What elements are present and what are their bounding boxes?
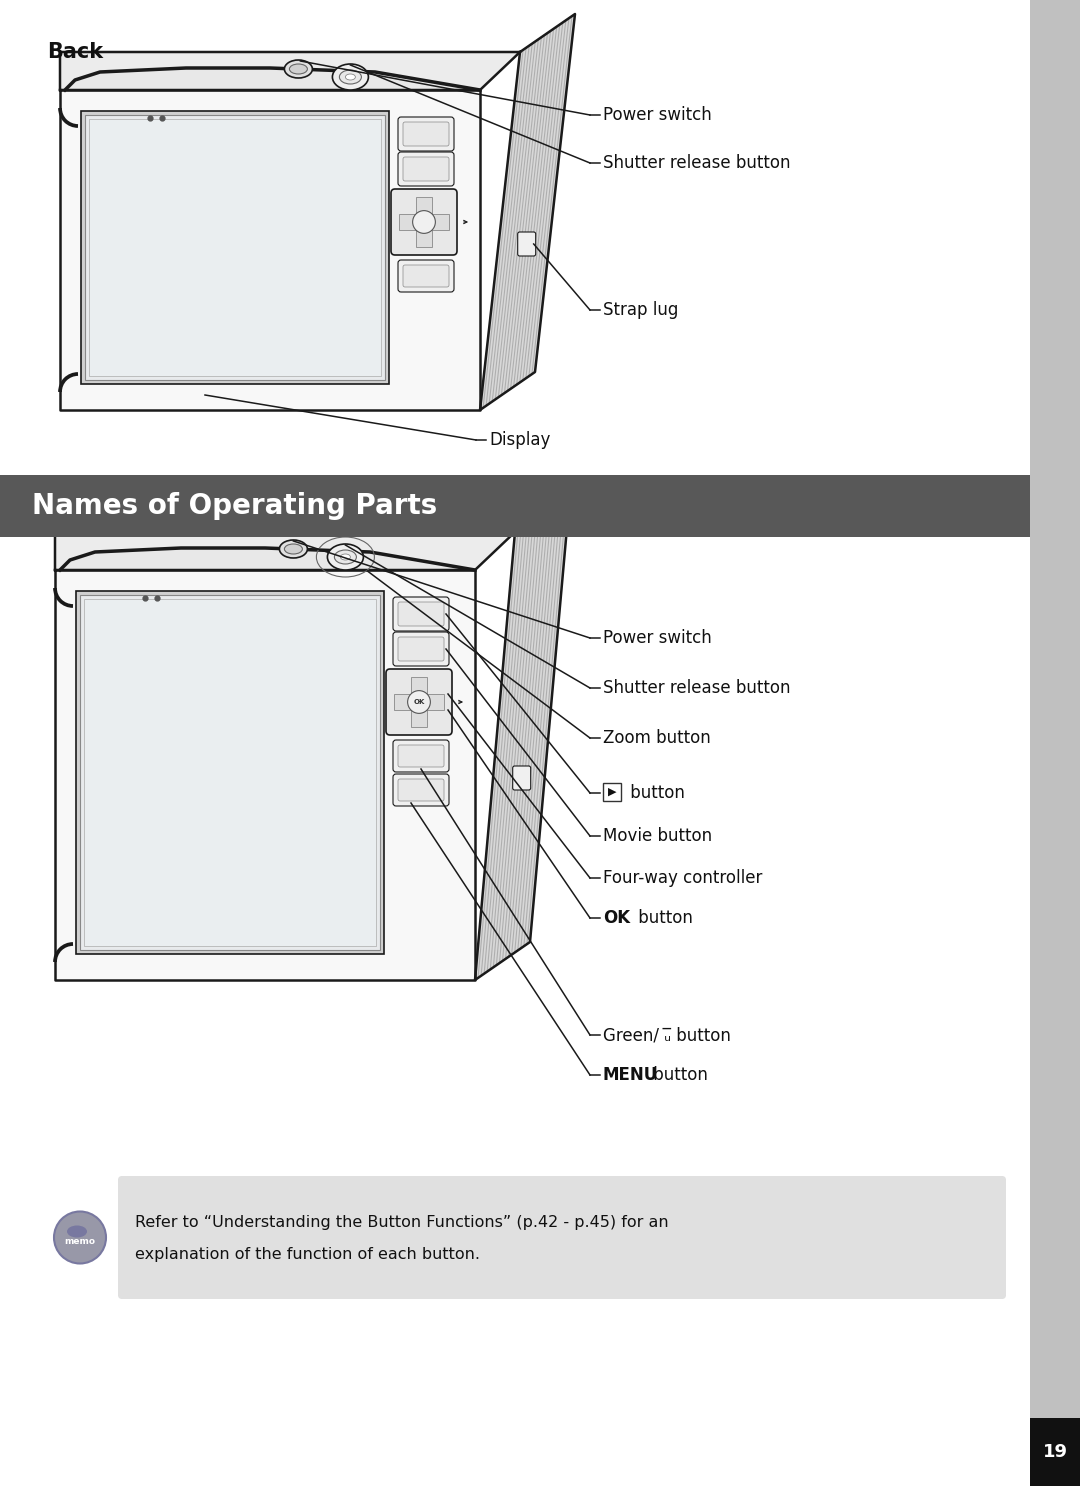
Ellipse shape [284,544,302,554]
Text: Power switch: Power switch [603,629,712,646]
Text: Refer to “Understanding the Button Functions” (p.42 - p.45) for an: Refer to “Understanding the Button Funct… [135,1214,669,1229]
FancyBboxPatch shape [403,158,449,181]
FancyBboxPatch shape [399,744,444,767]
FancyBboxPatch shape [399,637,444,661]
Text: Zoom button: Zoom button [603,730,711,747]
Text: Shutter release button: Shutter release button [603,679,791,697]
Text: button: button [648,1065,707,1083]
FancyBboxPatch shape [399,260,454,293]
FancyBboxPatch shape [399,602,444,626]
Bar [399,214,449,230]
FancyBboxPatch shape [403,122,449,146]
Bar [80,594,380,950]
Polygon shape [55,571,475,979]
Ellipse shape [346,74,355,80]
Bar [1030,0,1080,1486]
FancyBboxPatch shape [399,779,444,801]
Text: Display: Display [489,431,551,449]
Ellipse shape [407,691,430,713]
Polygon shape [475,493,570,979]
Ellipse shape [280,539,308,559]
FancyBboxPatch shape [399,117,454,152]
Text: MENU: MENU [603,1065,658,1083]
Bar [76,591,384,954]
Bar [84,599,376,947]
Text: button: button [633,909,693,927]
Text: OK: OK [414,698,424,704]
Ellipse shape [67,1226,87,1238]
Text: memo: memo [65,1236,95,1245]
Text: explanation of the function of each button.: explanation of the function of each butt… [135,1248,480,1263]
Text: Movie button: Movie button [603,828,712,846]
Text: Strap lug: Strap lug [603,302,678,319]
Text: Green/ ᵤ̅ button: Green/ ᵤ̅ button [603,1025,731,1045]
Polygon shape [55,532,515,571]
FancyBboxPatch shape [517,232,536,256]
Ellipse shape [289,64,308,74]
FancyBboxPatch shape [118,1175,1005,1299]
FancyArrowPatch shape [459,700,462,704]
Bar [0,476,1030,536]
FancyBboxPatch shape [393,632,449,666]
Polygon shape [60,68,480,91]
Polygon shape [55,548,475,571]
Text: Shutter release button: Shutter release button [603,155,791,172]
Text: Four-way controller: Four-way controller [603,869,762,887]
Ellipse shape [339,70,362,85]
FancyBboxPatch shape [391,189,457,256]
Ellipse shape [340,554,350,560]
FancyBboxPatch shape [403,265,449,287]
FancyBboxPatch shape [393,740,449,773]
Bar [410,678,427,727]
Text: OK: OK [603,909,630,927]
Ellipse shape [54,1211,106,1263]
Bar [89,119,381,376]
FancyBboxPatch shape [513,765,530,791]
Ellipse shape [284,59,312,77]
FancyBboxPatch shape [393,597,449,632]
Ellipse shape [413,211,435,233]
Bar [81,111,389,383]
Text: ▶: ▶ [608,788,617,796]
Ellipse shape [327,544,363,571]
Ellipse shape [333,64,368,91]
Text: Back: Back [48,42,103,62]
Bar [1030,1418,1080,1486]
FancyBboxPatch shape [393,774,449,805]
Text: 19: 19 [1042,1443,1067,1461]
Bar [416,198,432,247]
FancyArrowPatch shape [463,220,467,224]
Polygon shape [480,13,575,410]
Polygon shape [60,52,519,91]
FancyBboxPatch shape [386,669,453,736]
Bar [603,783,621,801]
Text: button: button [625,785,685,802]
Polygon shape [60,91,480,410]
Ellipse shape [335,550,356,565]
Bar [394,694,444,710]
Text: Names of Operating Parts: Names of Operating Parts [32,492,437,520]
Text: Power switch: Power switch [603,106,712,123]
FancyBboxPatch shape [399,152,454,186]
Bar [85,114,384,380]
